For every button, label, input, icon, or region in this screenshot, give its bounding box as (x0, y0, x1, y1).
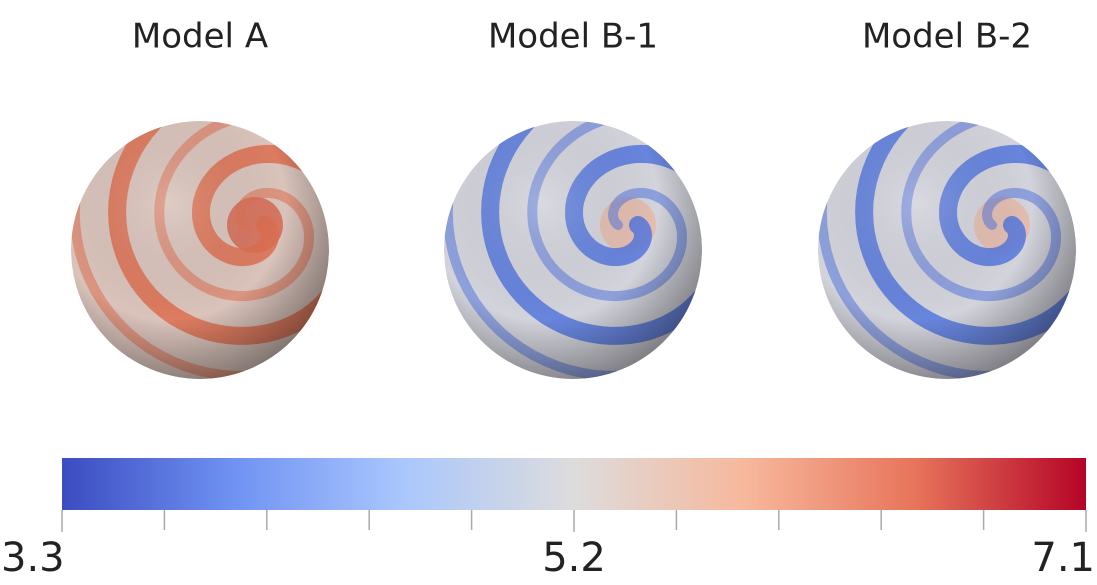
tick-label: 5.2 (542, 535, 606, 581)
sphere-shading (71, 121, 329, 379)
page: Model AModel B-1Model B-23.35.27.1 (() =… (0, 0, 1097, 585)
tick-label: 3.3 (1, 535, 65, 581)
panel-title: Model B-2 (862, 17, 1032, 57)
tick-label: 7.1 (1031, 535, 1095, 581)
sphere (697, 0, 1097, 497)
figure: Model A Model B-1 Model B-2 3.3 5.2 7.1 (0, 0, 1097, 585)
panel-title: Model B-1 (488, 17, 658, 57)
colorbar (62, 458, 1086, 510)
panel-title: Model A (132, 17, 268, 57)
sphere-shading (818, 121, 1076, 379)
sphere-shading (444, 121, 702, 379)
